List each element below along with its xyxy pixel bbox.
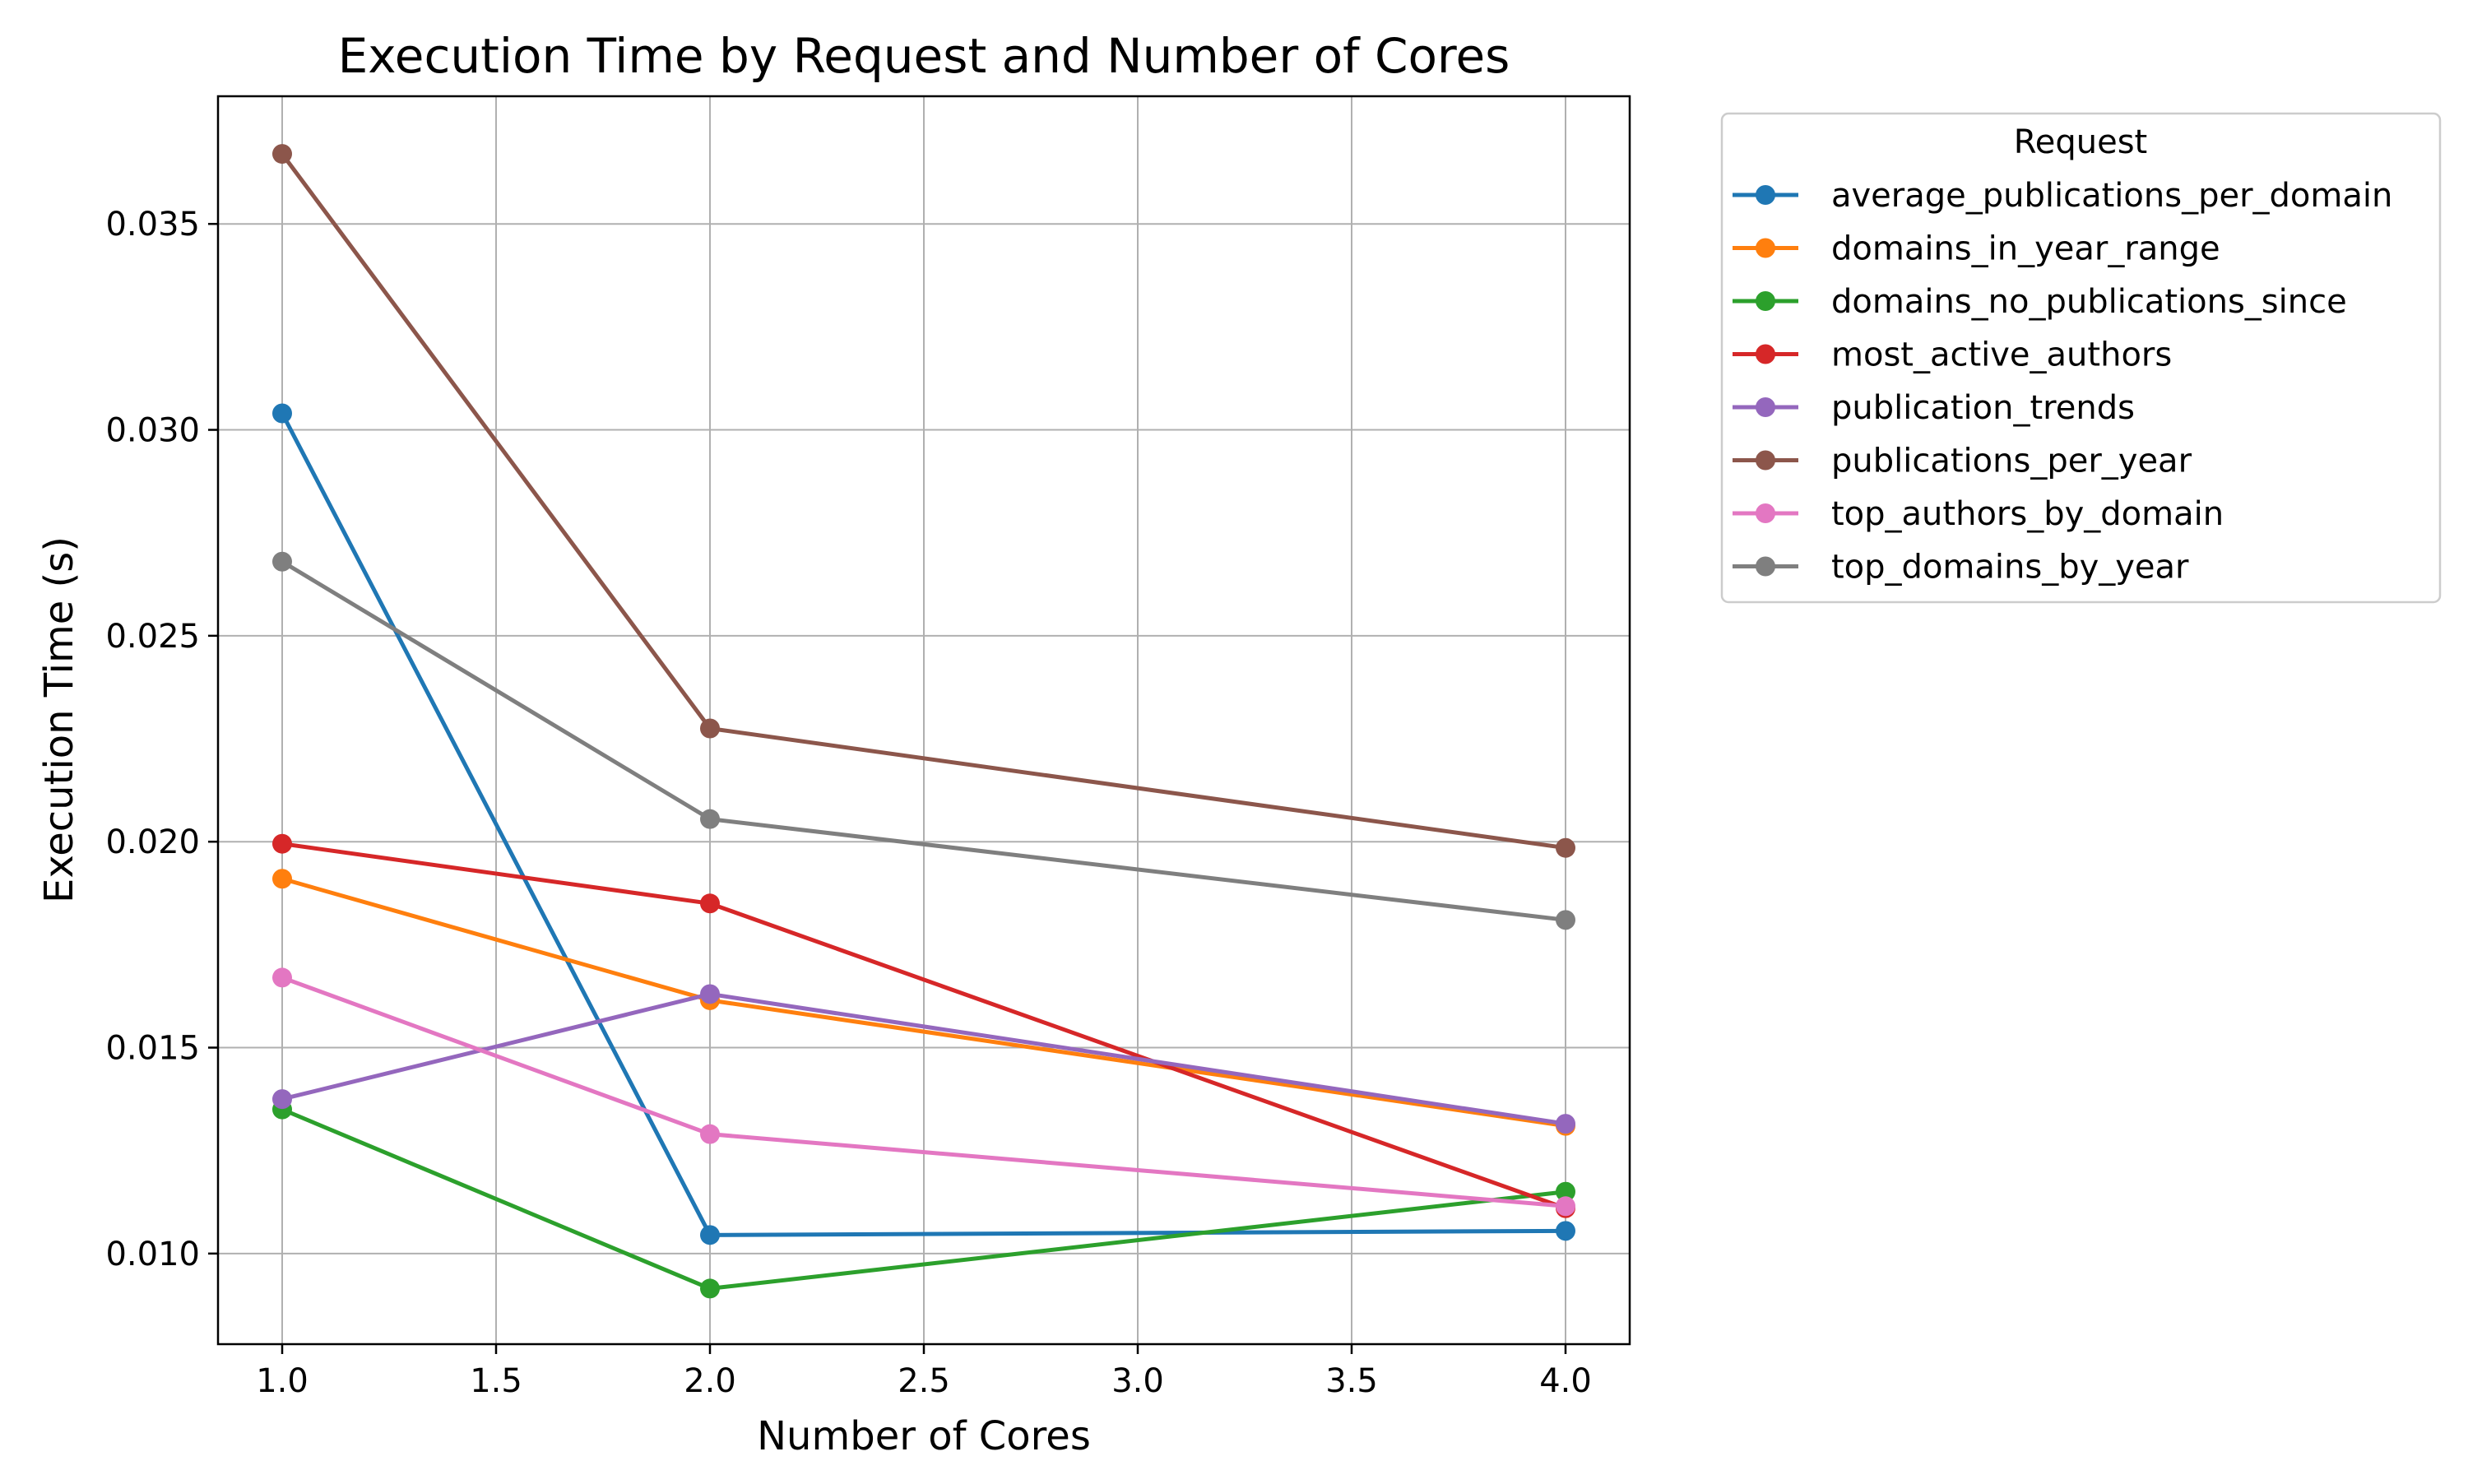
data-point — [272, 551, 292, 572]
data-point — [272, 869, 292, 889]
series-average_publications_per_domain — [272, 403, 1575, 1245]
legend-item: domains_in_year_range — [1733, 230, 2220, 268]
legend-item: top_domains_by_year — [1733, 549, 2189, 587]
x-tick-label: 4.0 — [1539, 1362, 1592, 1400]
data-point — [700, 893, 720, 914]
series-top_domains_by_year — [272, 551, 1575, 930]
legend: Request average_publications_per_domaind… — [1720, 112, 2442, 604]
data-point — [1556, 910, 1575, 930]
legend-label: publications_per_year — [1831, 443, 2192, 480]
y-tick-label: 0.010 — [105, 1236, 200, 1273]
legend-marker — [1756, 556, 1775, 577]
legend-marker — [1756, 238, 1775, 258]
series-top_authors_by_domain — [272, 967, 1575, 1217]
data-point — [272, 403, 292, 424]
data-point — [1556, 837, 1575, 858]
legend-marker — [1756, 503, 1775, 523]
data-point — [700, 809, 720, 829]
grid-layer — [218, 96, 1630, 1344]
legend-item: publications_per_year — [1733, 443, 2192, 480]
data-point — [1556, 1196, 1575, 1217]
data-point — [700, 1278, 720, 1299]
x-tick-label: 3.5 — [1325, 1362, 1378, 1400]
data-point — [700, 1124, 720, 1144]
legend-item: publication_trends — [1733, 389, 2135, 427]
legend-label: average_publications_per_domain — [1831, 177, 2392, 215]
legend-item: top_authors_by_domain — [1733, 495, 2224, 533]
chart-title: Execution Time by Request and Number of … — [338, 28, 1510, 84]
data-point — [1556, 1221, 1575, 1241]
x-tick-label: 3.0 — [1111, 1362, 1164, 1400]
legend-marker — [1756, 397, 1775, 417]
legend-item: average_publications_per_domain — [1733, 177, 2392, 215]
tick-layer: 1.0 1.5 2.0 2.5 3.0 3.5 4.0 0.010 0.015 0.020 0.02… — [105, 206, 1591, 1400]
legend-marker — [1756, 344, 1775, 364]
series-layer — [272, 144, 1575, 1299]
y-tick-label: 0.015 — [105, 1030, 200, 1068]
data-point — [700, 984, 720, 1004]
y-tick-label: 0.020 — [105, 823, 200, 861]
y-tick-label: 0.025 — [105, 618, 200, 656]
legend-title: Request — [2014, 123, 2147, 161]
legend-marker — [1756, 291, 1775, 311]
series-publications_per_year — [272, 144, 1575, 858]
legend-item: most_active_authors — [1733, 336, 2172, 374]
x-tick-label: 1.5 — [470, 1362, 522, 1400]
legend-item: domains_no_publications_since — [1733, 283, 2347, 321]
legend-label: most_active_authors — [1831, 336, 2172, 374]
data-point — [1556, 1181, 1575, 1202]
y-tick-label: 0.035 — [105, 206, 200, 243]
data-point — [272, 144, 292, 165]
data-point — [272, 833, 292, 854]
data-point — [1556, 1114, 1575, 1134]
legend-label: domains_no_publications_since — [1831, 283, 2347, 321]
x-tick-label: 2.0 — [684, 1362, 736, 1400]
x-axis-label: Number of Cores — [757, 1413, 1091, 1459]
legend-label: publication_trends — [1831, 389, 2135, 427]
data-point — [272, 1089, 292, 1110]
y-axis-label: Execution Time (s) — [36, 536, 82, 903]
legend-label: top_authors_by_domain — [1831, 495, 2224, 533]
data-point — [700, 718, 720, 739]
y-tick-label: 0.030 — [105, 412, 200, 450]
series-publication_trends — [272, 984, 1575, 1134]
legend-items: average_publications_per_domain domains_i… — [1733, 177, 2392, 587]
legend-marker — [1756, 450, 1775, 471]
legend-label: top_domains_by_year — [1831, 549, 2189, 587]
x-tick-label: 2.5 — [898, 1362, 950, 1400]
legend-box — [1720, 112, 2442, 604]
legend-label: domains_in_year_range — [1831, 230, 2220, 268]
x-tick-label: 1.0 — [256, 1362, 308, 1400]
legend-marker — [1756, 185, 1775, 205]
data-point — [700, 1225, 720, 1245]
data-point — [272, 967, 292, 988]
